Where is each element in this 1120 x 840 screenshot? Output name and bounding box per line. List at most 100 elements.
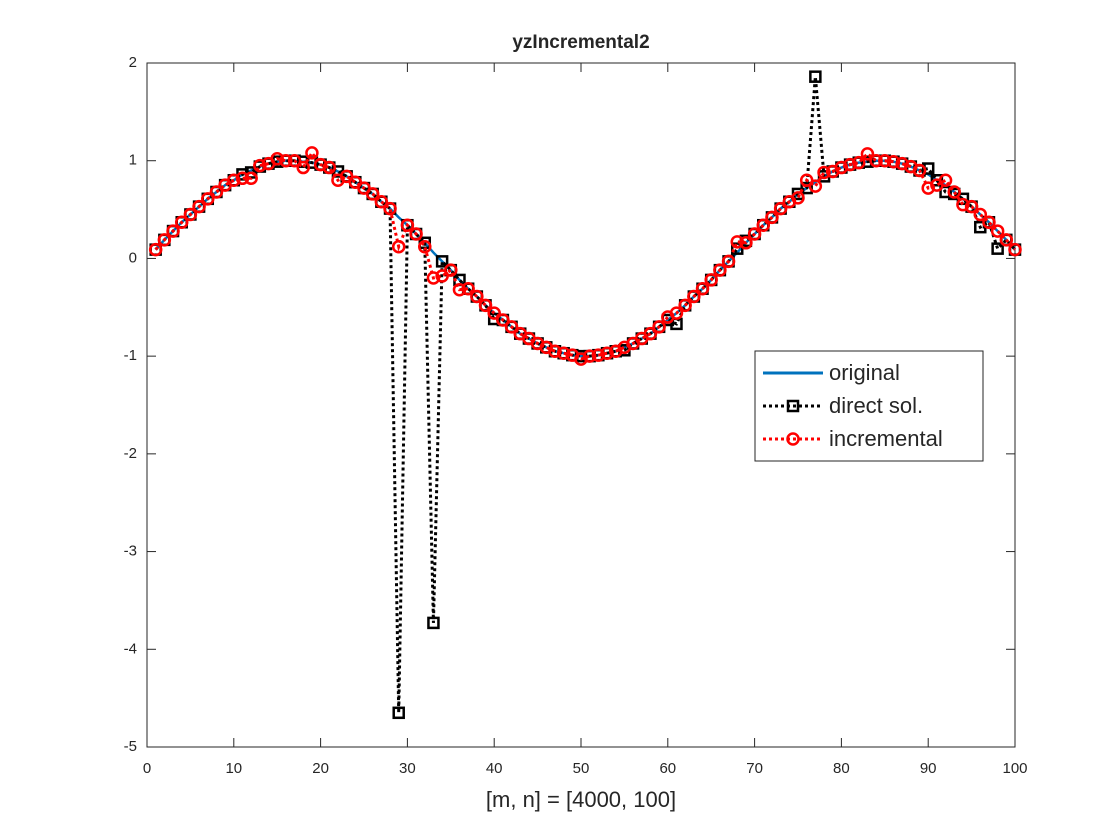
x-tick-label: 50 <box>573 760 590 777</box>
data-point <box>773 201 788 216</box>
data-point <box>643 326 658 341</box>
data-point <box>947 185 961 199</box>
data-point <box>322 160 337 175</box>
legend-marker <box>786 399 800 413</box>
data-point <box>296 160 310 175</box>
data-point <box>730 235 744 249</box>
data-point <box>878 153 892 168</box>
data-point <box>982 215 996 230</box>
data-point <box>704 273 718 287</box>
data-point <box>990 224 1005 238</box>
legend-label: direct sol. <box>829 393 923 418</box>
legend: original direct sol. incremental <box>754 350 984 462</box>
y-tick-label: -1 <box>124 347 137 364</box>
data-point <box>730 242 744 255</box>
legend-label: incremental <box>829 426 943 451</box>
data-point <box>287 153 302 168</box>
y-tick-label: -2 <box>124 445 137 462</box>
data-point <box>956 197 970 212</box>
data-point <box>244 171 258 186</box>
data-point <box>912 163 927 178</box>
data-point <box>391 239 406 254</box>
data-point <box>886 154 901 169</box>
data-point <box>869 153 883 168</box>
y-tick-label: 0 <box>129 249 137 266</box>
data-point <box>392 706 405 720</box>
data-point <box>582 349 597 363</box>
data-point <box>930 174 944 187</box>
data-point <box>800 181 813 195</box>
data-point <box>470 289 484 304</box>
data-point <box>427 616 440 630</box>
data-point <box>418 239 432 254</box>
data-point <box>999 233 1014 247</box>
y-tick-label: -5 <box>124 738 137 755</box>
data-point <box>678 298 692 313</box>
data-point <box>383 201 397 216</box>
data-point <box>253 158 267 173</box>
data-point <box>235 171 250 186</box>
data-point <box>148 242 163 257</box>
data-point <box>452 282 467 297</box>
data-point <box>157 233 172 247</box>
x-tick-label: 20 <box>312 760 329 777</box>
data-point <box>227 173 241 188</box>
data-point <box>478 298 493 313</box>
data-point <box>938 173 953 188</box>
data-point <box>652 320 666 334</box>
legend-label: original <box>829 360 900 385</box>
data-point <box>591 348 606 362</box>
data-point <box>964 199 979 214</box>
data-point <box>860 147 875 161</box>
data-point <box>487 312 501 326</box>
data-point <box>461 281 475 296</box>
data-point <box>487 306 501 320</box>
data-point <box>687 289 701 304</box>
data-point <box>409 227 423 241</box>
x-tick-label: 10 <box>225 760 242 777</box>
data-point <box>365 187 380 201</box>
data-point <box>400 218 415 232</box>
data-point <box>852 155 866 170</box>
x-tick-label: 90 <box>920 760 937 777</box>
data-point <box>305 146 319 160</box>
data-point <box>817 165 831 180</box>
data-point <box>991 242 1004 255</box>
x-tick-label: 100 <box>1002 760 1027 777</box>
data-point <box>756 218 771 232</box>
data-point <box>973 207 988 222</box>
data-point <box>765 210 779 225</box>
data-point <box>496 313 510 327</box>
data-point <box>808 179 823 193</box>
data-point <box>435 255 449 268</box>
data-point <box>556 346 571 360</box>
data-point <box>669 306 684 320</box>
data-point <box>209 185 224 199</box>
data-point <box>791 191 805 205</box>
data-point <box>426 271 441 285</box>
chart-title: yzIncremental2 <box>512 32 649 53</box>
data-point <box>843 157 857 172</box>
data-point <box>861 155 874 168</box>
data-point <box>192 199 206 214</box>
data-point <box>279 153 293 168</box>
data-point <box>600 346 614 360</box>
data-point <box>183 207 198 222</box>
data-point <box>747 227 762 241</box>
data-point <box>174 215 189 230</box>
x-tick-label: 30 <box>399 760 416 777</box>
data-point <box>201 192 215 206</box>
data-point <box>444 263 458 277</box>
y-tick-label: 1 <box>129 152 137 169</box>
x-tick-label: 70 <box>746 760 763 777</box>
data-point <box>695 281 710 296</box>
x-tick-label: 80 <box>833 760 850 777</box>
data-point <box>270 152 284 166</box>
x-axis-label: [m, n] = [4000, 100] <box>486 787 676 812</box>
data-point <box>713 263 727 277</box>
legend-marker <box>786 432 800 446</box>
x-tick-label: 40 <box>486 760 503 777</box>
y-tick-label: -3 <box>124 543 137 560</box>
